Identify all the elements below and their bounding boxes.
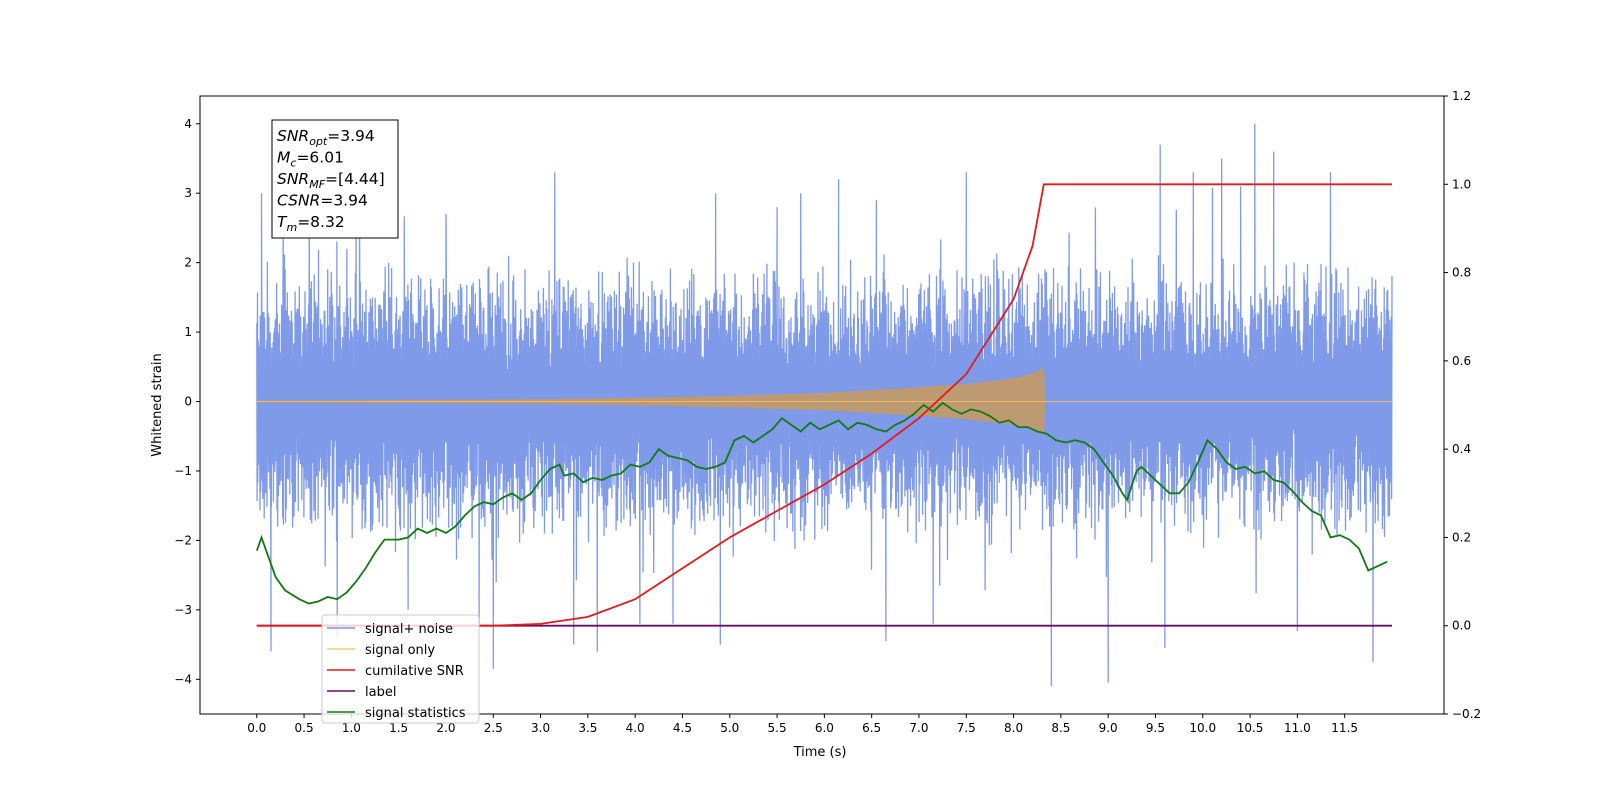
- x-tick-label: 11.0: [1284, 721, 1311, 735]
- legend-label: signal only: [365, 643, 435, 658]
- x-tick-label: 5.5: [768, 721, 787, 735]
- y-left-tick-label: 3: [184, 186, 192, 200]
- legend-label: cumilative SNR: [365, 664, 464, 679]
- y-right-tick-label: −0.2: [1452, 707, 1481, 721]
- x-tick-label: 11.5: [1331, 721, 1358, 735]
- y-right-tick-label: 0.6: [1452, 354, 1471, 368]
- annotation-line: SNRMF=[4.44]: [277, 170, 385, 191]
- axes-frame: [199, 95, 1445, 715]
- y-right-tick-label: 1.0: [1452, 177, 1471, 191]
- y-right-tick-label: 0.2: [1452, 530, 1471, 544]
- y-left-tick-label: −3: [174, 603, 192, 617]
- annotation-line: Tm=8.32: [277, 213, 345, 234]
- y-axis-label: Whitened strain: [150, 353, 165, 456]
- series-signal-statistics-line: [255, 401, 1388, 605]
- x-tick-label: 5.0: [720, 721, 739, 735]
- x-tick-label: 0.5: [295, 721, 314, 735]
- y-right-tick-label: 0.4: [1452, 442, 1471, 456]
- x-axis-ticks: 0.0 0.5 1.0 1.5 2.0 2.5 3.0 3.5 4.0 4.5 5.0 5.5 6.0 6…: [247, 714, 1358, 735]
- x-tick-label: 6.0: [815, 721, 834, 735]
- x-tick-label: 2.0: [436, 721, 455, 735]
- x-tick-label: 0.0: [247, 721, 266, 735]
- y-axis-right-ticks: −0.2 0.0 0.2 0.4 0.6 0.8 1.0 1.2: [1444, 89, 1481, 721]
- y-left-tick-label: 4: [184, 117, 192, 131]
- x-tick-label: 3.0: [531, 721, 550, 735]
- y-right-tick-label: 0.8: [1452, 266, 1471, 280]
- y-axis-left-ticks: −4 −3 −2 −1 0 1 2 3 4: [174, 117, 200, 686]
- x-tick-label: 9.5: [1146, 721, 1165, 735]
- y-left-tick-label: −4: [174, 672, 192, 686]
- y-left-tick-label: 1: [184, 325, 192, 339]
- legend-label: label: [365, 685, 396, 700]
- y-left-tick-label: 2: [184, 256, 192, 270]
- y-left-tick-label: −2: [174, 533, 192, 547]
- annotation-line: SNRopt=3.94: [277, 127, 375, 148]
- legend-label: signal+ noise: [365, 622, 453, 637]
- x-tick-label: 1.5: [389, 721, 408, 735]
- x-tick-label: 8.5: [1051, 721, 1070, 735]
- series-cumulative-snr-line: [256, 183, 1392, 627]
- annotation-frame: [271, 119, 399, 239]
- legend-label: signal statistics: [365, 706, 466, 721]
- x-tick-label: 10.5: [1237, 721, 1264, 735]
- x-tick-label: 7.0: [909, 721, 928, 735]
- x-tick-label: 8.0: [1004, 721, 1023, 735]
- annotation-line: CSNR=3.94: [277, 192, 368, 210]
- y-right-tick-label: 0.0: [1452, 619, 1471, 633]
- y-right-tick-label: 1.2: [1452, 89, 1471, 103]
- x-tick-label: 10.0: [1189, 721, 1216, 735]
- x-tick-label: 4.0: [626, 721, 645, 735]
- x-tick-label: 2.5: [484, 721, 503, 735]
- series-layer: [255, 123, 1393, 687]
- y-left-tick-label: 0: [184, 395, 192, 409]
- series-signal-noise-line: [256, 123, 1393, 687]
- x-tick-label: 6.5: [862, 721, 881, 735]
- x-tick-label: 1.0: [342, 721, 361, 735]
- x-tick-label: 9.0: [1099, 721, 1118, 735]
- x-tick-label: 4.5: [673, 721, 692, 735]
- y-left-tick-label: −1: [174, 464, 192, 478]
- legend-frame: [321, 614, 480, 724]
- x-tick-label: 7.5: [957, 721, 976, 735]
- annotation-line: Mc=6.01: [277, 149, 344, 170]
- legend: signal+ noise signal only cumilative SNR la…: [321, 614, 480, 724]
- x-tick-label: 3.5: [578, 721, 597, 735]
- x-axis-label: Time (s): [793, 745, 847, 760]
